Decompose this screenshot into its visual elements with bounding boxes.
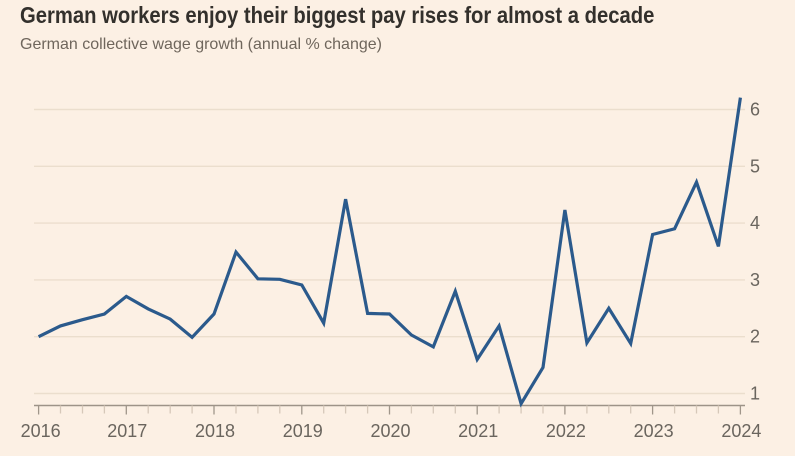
svg-text:2023: 2023 bbox=[634, 421, 674, 441]
svg-text:3: 3 bbox=[750, 270, 760, 290]
svg-text:2024: 2024 bbox=[721, 421, 761, 441]
svg-text:2020: 2020 bbox=[370, 421, 410, 441]
svg-text:2022: 2022 bbox=[546, 421, 586, 441]
svg-text:6: 6 bbox=[750, 100, 760, 120]
svg-text:1: 1 bbox=[750, 384, 760, 404]
svg-text:5: 5 bbox=[750, 156, 760, 176]
svg-text:2: 2 bbox=[750, 327, 760, 347]
svg-text:4: 4 bbox=[750, 213, 760, 233]
svg-text:2018: 2018 bbox=[195, 421, 235, 441]
svg-text:2019: 2019 bbox=[283, 421, 323, 441]
svg-text:2017: 2017 bbox=[107, 421, 147, 441]
svg-text:2021: 2021 bbox=[458, 421, 498, 441]
svg-text:2016: 2016 bbox=[21, 421, 61, 441]
